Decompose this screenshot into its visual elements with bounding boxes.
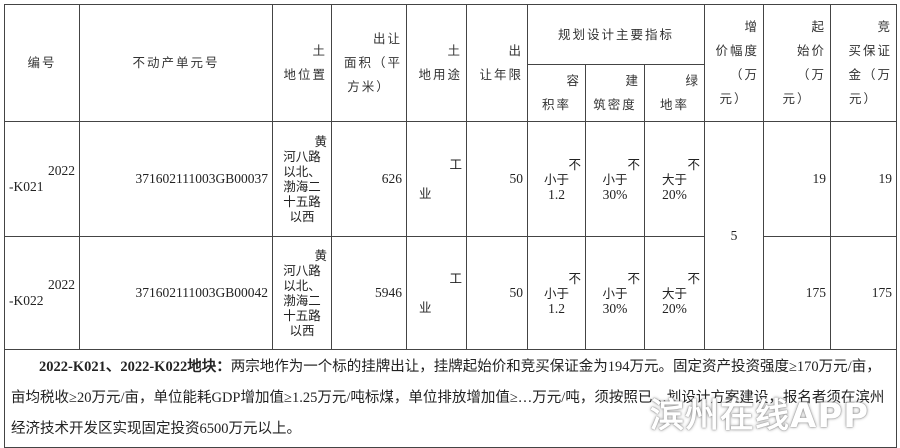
- cell-density: 不小于 30%: [585, 236, 645, 350]
- cell-far: 不小于 1.2: [527, 121, 586, 237]
- cell-deposit: 175: [830, 236, 897, 350]
- notes-cell: 2022-K021、2022-K022地块：两宗地作为一个标的挂牌出让，挂牌起始…: [4, 349, 897, 448]
- cell-area: 5946: [331, 236, 407, 350]
- header-start-price: 起始价 （万 元）: [763, 4, 831, 122]
- header-planning: 规划设计主要指标: [527, 4, 705, 65]
- header-use: 土地用途: [406, 4, 467, 122]
- header-increment: 增价幅度 （万 元）: [704, 4, 764, 122]
- cell-term: 50: [466, 236, 528, 350]
- header-location: 土地位置: [272, 4, 332, 122]
- table-row: 2022 -K022 371602111003GB00042 黄河八路 以北、 渤海二…: [4, 236, 897, 350]
- cell-id: 2022 -K022: [4, 236, 80, 350]
- header-far: 容积率: [527, 64, 586, 122]
- header-density: 建筑密度: [585, 64, 645, 122]
- header-green: 绿地率: [644, 64, 705, 122]
- cell-green: 不大于 20%: [644, 236, 705, 350]
- watermark-logo: 滨州在线APP: [650, 396, 870, 436]
- cell-id: 2022 -K021: [4, 121, 80, 237]
- cell-density: 不小于 30%: [585, 121, 645, 237]
- land-listing-table: 编号 不动产单元号 土地位置 出让 面积（平 方米） 土地用途 出让年限 规划设计主…: [4, 4, 897, 448]
- notes-text: 两宗地作为一个标的挂牌出让，挂牌起始价和竞买保证金为194万元。固定资产投资强度…: [11, 359, 885, 437]
- cell-unit-number: 371602111003GB00037: [79, 121, 273, 237]
- cell-start-price: 175: [763, 236, 831, 350]
- cell-increment: 5: [704, 121, 764, 350]
- header-area: 出让 面积（平 方米）: [331, 4, 407, 122]
- header-term: 出让年限: [466, 4, 528, 122]
- cell-green: 不大于 20%: [644, 121, 705, 237]
- header-deposit: 竞买保证 金（万 元）: [830, 4, 897, 122]
- cell-use: 工业: [406, 121, 467, 237]
- table-row: 2022 -K021 371602111003GB00037 黄河八路 以北、 渤海二…: [4, 121, 897, 350]
- header-unit-number: 不动产单元号: [79, 4, 273, 122]
- cell-area: 626: [331, 121, 407, 237]
- cell-term: 50: [466, 121, 528, 237]
- notes-lead: 2022-K021、2022-K022地块：: [39, 359, 231, 375]
- cell-location: 黄河八路 以北、 渤海二 十五路 以西: [272, 236, 332, 350]
- cell-unit-number: 371602111003GB00042: [79, 236, 273, 350]
- cell-use: 工业: [406, 236, 467, 350]
- cell-start-price: 19: [763, 121, 831, 237]
- header-id: 编号: [4, 4, 80, 122]
- cell-location: 黄河八路 以北、 渤海二 十五路 以西: [272, 121, 332, 237]
- cell-far: 不小于 1.2: [527, 236, 586, 350]
- cell-deposit: 19: [830, 121, 897, 237]
